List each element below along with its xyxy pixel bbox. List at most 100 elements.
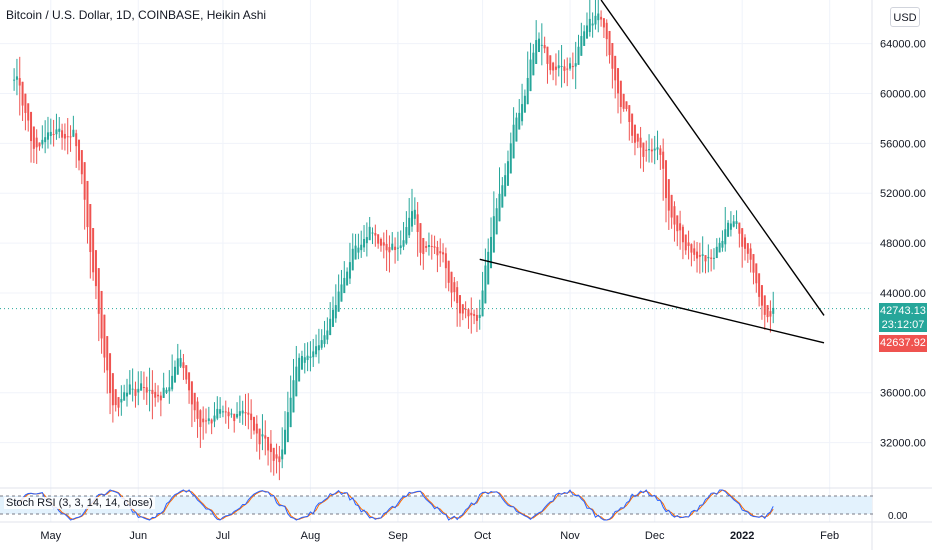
candle-body [662,151,665,169]
candle-body [611,43,614,69]
candle-body [292,380,295,413]
candle-body [320,340,323,348]
candle-body [103,314,106,358]
candle-body [727,222,730,237]
candle-body [456,287,459,304]
candle-body [343,277,346,294]
candle-body [758,273,761,297]
candle-body [464,308,467,310]
stoch-band [0,496,872,514]
candle-body [698,255,701,257]
candle-body [244,412,247,414]
candle-body [188,372,191,391]
candle-body [642,142,645,157]
candle-body [738,222,741,234]
candle-body [83,162,86,200]
candle-body [44,137,47,143]
candle-body [128,384,131,395]
candle-body [267,436,270,451]
candle-body [151,389,154,394]
candle-body [15,76,18,80]
candle-body [529,59,532,92]
candle-body [224,411,227,413]
candle-body [656,147,659,150]
candle-body [154,391,157,398]
candle-body [348,262,351,279]
candle-body [619,80,622,107]
candle-body [535,40,538,64]
candle-body [600,16,603,20]
candle-body [639,137,642,148]
candle-body [326,330,329,340]
candle-body [69,136,72,138]
candle-body [741,228,744,247]
time-tick-label: Jul [216,530,230,542]
candle-body [543,45,546,49]
candle-body [168,387,171,392]
candle-body [284,429,287,455]
candle-body [707,256,710,259]
candle-body [269,443,272,453]
candle-body [173,366,176,383]
candle-body [210,419,213,424]
candle-body [157,394,160,397]
candle-body [690,244,693,253]
candle-body [27,103,30,121]
candle-body [667,179,670,211]
candle-body [109,353,112,394]
candle-body [247,412,250,415]
candle-body [617,68,620,94]
candle-body [569,63,572,69]
candle-body [746,243,749,254]
candle-body [213,415,216,422]
stoch-rsi-label[interactable]: Stoch RSI (3, 3, 14, 14, close) [4,497,155,509]
candle-body [574,63,577,67]
candle-body [92,228,95,273]
candle-body [585,25,588,39]
candle-body [659,148,662,155]
time-tick-label: May [40,530,61,542]
candle-body [193,392,196,411]
last-price-badge: 42743.13 23:12:07 [879,303,927,332]
candle-body [371,232,374,234]
candle-body [78,139,81,161]
candle-body [298,357,301,382]
candle-body [769,311,772,317]
candle-body [205,420,208,422]
candle-body [566,68,569,70]
candle-body [134,389,137,396]
candle-body [732,221,735,227]
candle-body [58,128,61,132]
candle-body [453,282,456,293]
candles [13,0,775,481]
candle-body [312,351,315,358]
candle-body [687,242,690,246]
candle-body [755,263,758,284]
candle-body [583,31,586,46]
candle-body [18,78,21,86]
candle-body [597,13,600,21]
candle-body [664,160,667,199]
time-tick-label: Aug [301,530,321,542]
candle-body [718,242,721,253]
candle-body [557,65,560,69]
candle-body [241,410,244,414]
stoch-k-line [13,489,774,521]
candle-body [492,216,495,253]
candle-body [588,18,591,33]
candle-body [622,93,625,109]
candle-body [309,356,312,358]
candle-body [159,395,162,401]
candle-body [442,252,445,255]
candle-body [238,411,241,416]
low-price-badge: 42637.92 [879,335,927,352]
currency-button[interactable]: USD [890,7,920,27]
candle-body [250,413,253,421]
candle-body [202,418,205,423]
candle-body [538,38,541,53]
candle-body [526,77,529,105]
candle-body [46,132,49,140]
candle-body [710,257,713,259]
